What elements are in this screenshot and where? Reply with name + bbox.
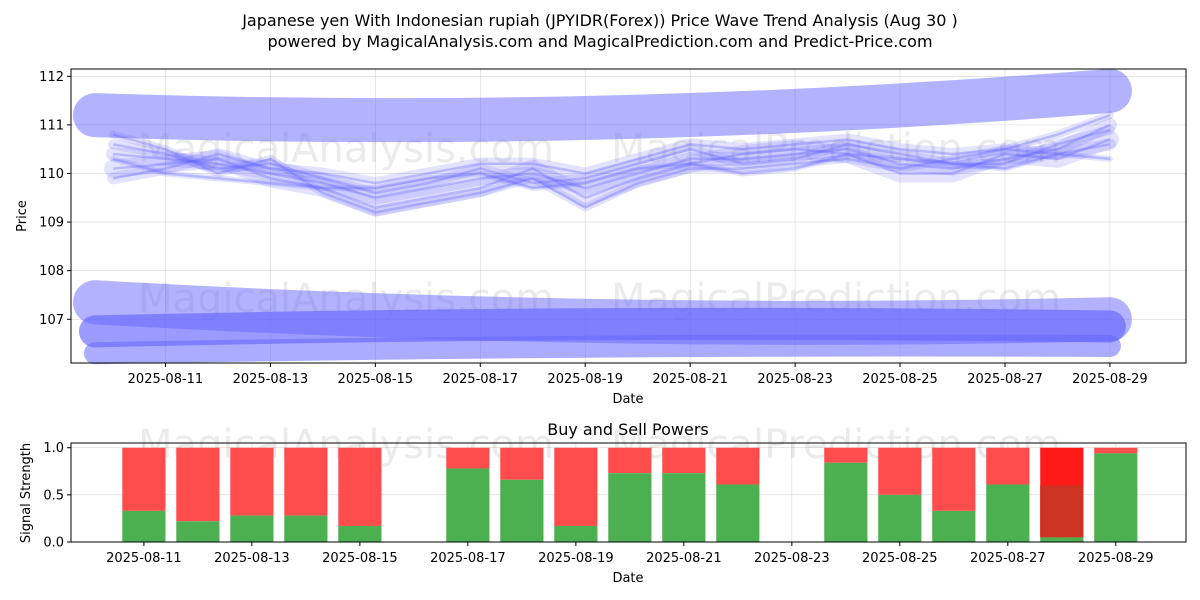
sell-power-bar xyxy=(1094,447,1138,454)
buy-power-bar xyxy=(284,515,328,542)
buy-power-bar xyxy=(824,462,868,542)
price-wave-line xyxy=(112,138,1111,209)
price-x-tick-label: 2025-08-29 xyxy=(1072,372,1148,387)
buy-power-bar xyxy=(176,521,220,542)
price-y-tick-label: 110 xyxy=(39,167,64,182)
sell-power-bar xyxy=(122,447,166,511)
buy-power-bar xyxy=(932,510,976,542)
price-wave-line xyxy=(112,123,1111,200)
signal-y-tick-label: 0.0 xyxy=(43,536,64,551)
price-chart: MagicalAnalysis.com MagicalPrediction.com… xyxy=(15,68,1187,407)
chart-title-line1: Japanese yen With Indonesian rupiah (JPY… xyxy=(241,11,958,30)
price-wave-line xyxy=(112,152,1111,190)
sell-power-bar xyxy=(446,447,490,469)
price-band-series xyxy=(72,68,1132,365)
price-wave-ribbon xyxy=(106,133,1116,190)
price-x-tick-label: 2025-08-15 xyxy=(338,372,414,387)
sell-power-bar xyxy=(986,447,1030,485)
signal-x-ticks: 2025-08-11 2025-08-13 2025-08-15 2025-08-17… xyxy=(106,542,1154,566)
signal-x-tick-label: 2025-08-19 xyxy=(538,551,614,566)
price-x-tick-label: 2025-08-23 xyxy=(757,372,833,387)
price-y-tick-label: 111 xyxy=(39,118,64,133)
price-x-ticks: 2025-08-11 2025-08-13 2025-08-15 2025-08-17… xyxy=(128,363,1148,387)
sell-power-bar xyxy=(878,447,922,495)
buy-power-bar xyxy=(554,525,598,542)
price-band-line xyxy=(72,68,1132,143)
price-wave-ribbon xyxy=(108,111,1114,217)
price-x-tick-label: 2025-08-21 xyxy=(652,372,728,387)
signal-x-tick-label: 2025-08-21 xyxy=(646,551,722,566)
sell-power-bar xyxy=(932,447,976,511)
price-band-line xyxy=(83,334,1121,365)
price-y-tick-label: 108 xyxy=(39,264,64,279)
price-plot-frame xyxy=(70,68,1187,364)
signal-y-ticks: 0.0 0.5 1.0 xyxy=(43,441,71,551)
buy-power-bar xyxy=(716,484,760,542)
price-wave-ribbon xyxy=(103,130,1119,217)
buy-power-bar xyxy=(1040,537,1084,542)
price-y-tick-label: 109 xyxy=(39,216,64,231)
buy-power-overlay-bar xyxy=(1040,485,1084,538)
buy-power-bar xyxy=(986,484,1030,542)
signal-chart: Buy and Sell Powers MagicalAnalysis.com M… xyxy=(19,420,1187,586)
buy-power-bar xyxy=(338,525,382,542)
price-y-tick-label: 107 xyxy=(39,313,64,328)
sell-power-bar xyxy=(338,447,382,526)
signal-chart-title: Buy and Sell Powers xyxy=(547,420,709,439)
sell-power-bar xyxy=(500,447,544,480)
price-wave-line xyxy=(112,113,1111,214)
price-x-tick-label: 2025-08-19 xyxy=(547,372,623,387)
signal-x-tick-label: 2025-08-23 xyxy=(754,551,830,566)
sell-power-bar xyxy=(176,447,220,522)
price-x-tick-label: 2025-08-13 xyxy=(233,372,309,387)
price-y-ticks: 107 108 109 110 111 112 xyxy=(39,70,71,328)
price-wave-line xyxy=(112,128,1111,195)
price-x-tick-label: 2025-08-11 xyxy=(128,372,204,387)
buy-power-bar xyxy=(122,510,166,542)
price-wave-line xyxy=(112,138,1111,185)
price-x-axis-label: Date xyxy=(612,392,643,407)
price-x-tick-label: 2025-08-25 xyxy=(862,372,938,387)
price-wave-ribbon xyxy=(109,151,1113,192)
signal-x-tick-label: 2025-08-25 xyxy=(862,551,938,566)
price-wave-ribbon xyxy=(107,124,1115,198)
buy-power-bar xyxy=(1094,453,1138,542)
signal-y-tick-label: 1.0 xyxy=(43,441,64,456)
sell-power-bar xyxy=(608,447,652,474)
chart-title-line2: powered by MagicalAnalysis.com and Magic… xyxy=(267,32,932,51)
sell-power-bar xyxy=(284,447,328,516)
signal-x-tick-label: 2025-08-13 xyxy=(214,551,290,566)
sell-power-bar xyxy=(716,447,760,485)
signal-x-tick-label: 2025-08-29 xyxy=(1078,551,1154,566)
signal-x-tick-label: 2025-08-17 xyxy=(430,551,506,566)
buy-power-bar xyxy=(230,515,274,542)
signal-y-tick-label: 0.5 xyxy=(43,488,64,503)
price-x-tick-label: 2025-08-17 xyxy=(442,372,518,387)
price-y-tick-label: 112 xyxy=(39,70,64,85)
signal-x-tick-label: 2025-08-27 xyxy=(970,551,1046,566)
price-wave-ribbon xyxy=(105,117,1117,205)
buy-power-bar xyxy=(446,468,490,542)
signal-bars xyxy=(122,447,1138,542)
sell-power-bar xyxy=(554,447,598,526)
signal-x-tick-label: 2025-08-11 xyxy=(106,551,182,566)
price-x-tick-label: 2025-08-27 xyxy=(967,372,1043,387)
buy-power-bar xyxy=(500,479,544,542)
sell-power-bar xyxy=(230,447,274,516)
signal-x-axis-label: Date xyxy=(612,571,643,586)
price-y-axis-label: Price xyxy=(15,200,30,232)
sell-power-bar xyxy=(824,447,868,463)
price-wave-series xyxy=(103,111,1119,217)
signal-y-axis-label: Signal Strength xyxy=(19,443,34,543)
price-band-line xyxy=(78,307,1126,348)
buy-power-bar xyxy=(878,494,922,542)
sell-power-bar xyxy=(662,447,706,474)
signal-x-tick-label: 2025-08-15 xyxy=(322,551,398,566)
signal-plot-frame xyxy=(70,442,1187,543)
buy-power-bar xyxy=(608,473,652,542)
buy-power-bar xyxy=(662,473,706,542)
